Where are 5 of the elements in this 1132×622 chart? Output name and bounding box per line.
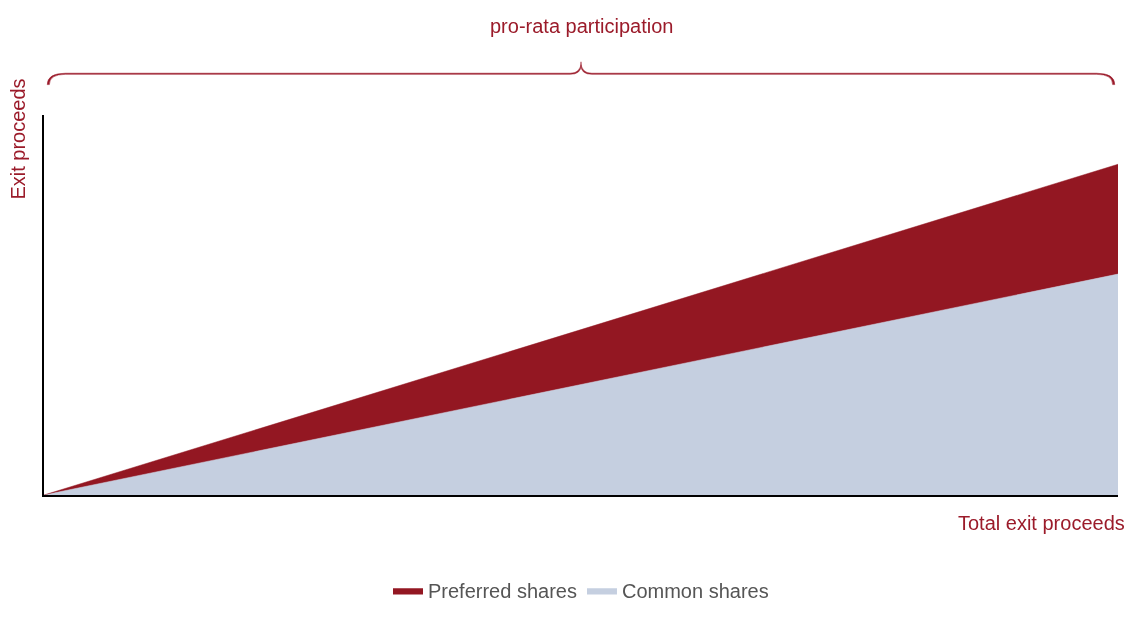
- legend-label: Common shares: [621, 580, 769, 603]
- y-axis-title: Exit proceeds: [6, 78, 29, 200]
- legend-label: Preferred shares: [428, 580, 577, 603]
- x-axis-title: Total exit proceeds: [958, 512, 1125, 534]
- text: pro-rata participation: [490, 15, 674, 37]
